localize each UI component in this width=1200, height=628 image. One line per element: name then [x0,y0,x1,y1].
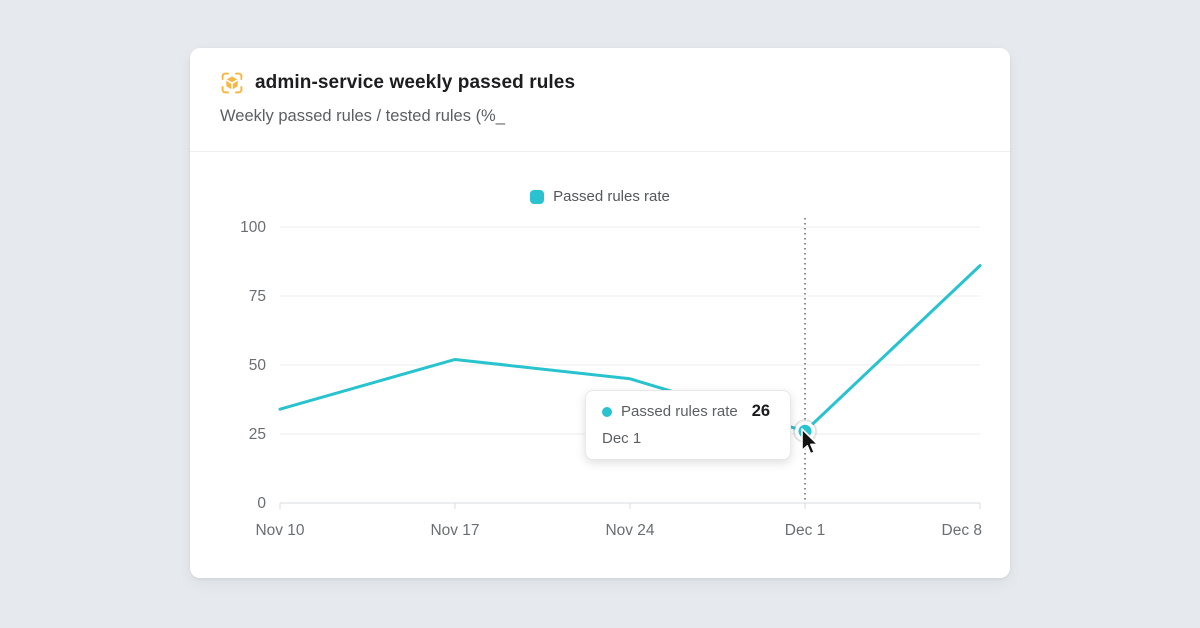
line-chart-plot[interactable]: 0 25 50 75 100 Nov 10 Nov 17 Nov 24 Dec 1 Dec 8 [190,152,1010,578]
mouse-cursor-icon [801,428,823,461]
chart-card: admin-service weekly passed rules Weekly… [190,48,1010,578]
svg-text:75: 75 [249,288,266,305]
tooltip-value: 26 [751,402,771,420]
card-title-row: admin-service weekly passed rules [220,71,980,95]
svg-text:Nov 17: Nov 17 [430,522,479,539]
legend-swatch [530,189,545,204]
svg-text:50: 50 [249,357,267,374]
tooltip-series-dot [602,406,612,417]
package-cube-scan-icon [220,71,244,95]
card-header: admin-service weekly passed rules Weekly… [190,48,1010,152]
legend-item-passed-rules-rate[interactable]: Passed rules rate [190,188,1010,205]
svg-text:0: 0 [257,495,266,512]
svg-text:Nov 24: Nov 24 [605,522,654,539]
svg-text:Dec 8: Dec 8 [942,522,983,539]
tooltip-category: Dec 1 [602,430,642,447]
svg-text:25: 25 [249,426,266,443]
chart-area: Passed rules rate 0 25 50 75 100 Nov 10 Nov 17… [190,152,1010,578]
card-title: admin-service weekly passed rules [255,72,576,93]
svg-text:Dec 1: Dec 1 [785,522,826,539]
svg-text:100: 100 [240,219,266,236]
tooltip-series-label: Passed rules rate [621,403,738,420]
tooltip-series-row: Passed rules rate 26 [602,402,774,421]
legend-label: Passed rules rate [553,188,670,205]
chart-tooltip: Passed rules rate 26 Dec 1 [585,390,791,460]
svg-text:Nov 10: Nov 10 [255,522,304,539]
card-subtitle: Weekly passed rules / tested rules (%_ [220,107,505,125]
